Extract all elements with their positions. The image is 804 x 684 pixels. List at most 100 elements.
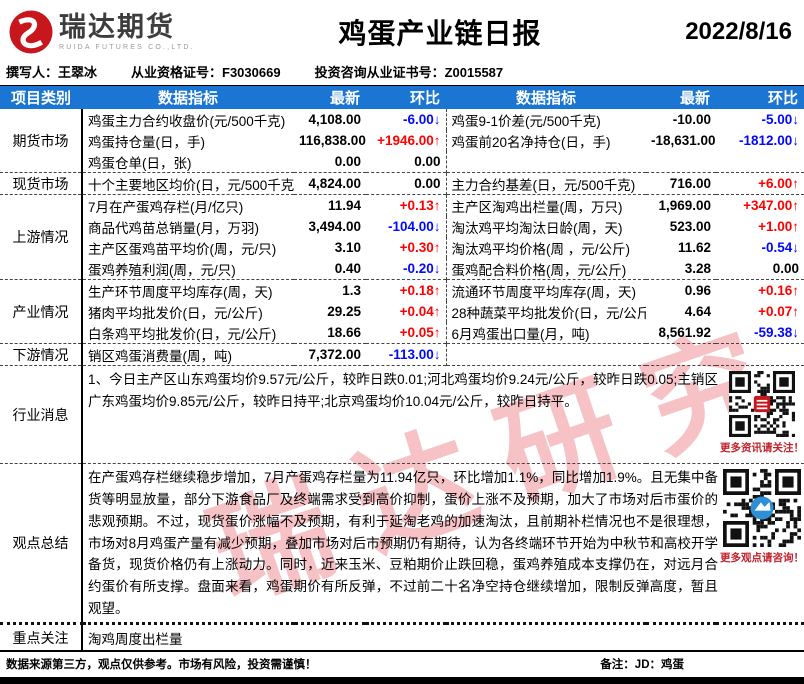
table-row: 观点总结 在产蛋鸡存栏继续稳步增加，7月产蛋鸡存栏量为11.94亿只，环比增加1.…	[0, 462, 804, 624]
indicator-latest: 18.66	[327, 325, 361, 340]
category-label: 上游情况	[0, 194, 83, 280]
indicator-change: +0.04↑	[366, 301, 447, 322]
indicator-table: 项目类别 数据指标 最新 环比 数据指标 最新 环比 期货市场 鸡蛋主力合约收盘价…	[0, 85, 804, 653]
column-header-change-left: 环比	[366, 85, 446, 109]
table-row: 重点关注 淘鸡周度出栏量	[0, 622, 804, 652]
table-row: 鸡蛋仓单(日，张) 0.00 0.00	[0, 151, 804, 173]
indicator-latest: 716.00	[646, 172, 716, 195]
category-label: 现货市场	[0, 172, 83, 195]
indicator-latest: 3.10	[334, 240, 361, 255]
indicator-name: 鸡蛋持仓量(日，手)	[88, 134, 205, 150]
indicator-change: 0.00	[366, 151, 447, 173]
indicator-latest: 11.94	[294, 194, 366, 216]
column-header-indicator-left: 数据指标	[82, 85, 294, 109]
indicator-name: 6月鸡蛋出口量(月，吨)	[451, 326, 590, 342]
indicator-name	[446, 343, 646, 366]
indicator-latest: 0.00	[334, 154, 361, 169]
qr-caption: 更多观点请咨询！	[720, 552, 804, 564]
author-line: 撰写人：王翠冰 从业资格证号：F3030669 投资咨询从业证书号：Z00155…	[0, 60, 804, 85]
table-row: 上游情况 7月在产蛋鸡存栏(月/亿只) 11.94 +0.13↑ 主产区淘鸡出栏量(周，…	[0, 194, 804, 280]
company-logo: 瑞达期货 RUIDA FUTURES CO.,LTD.	[8, 9, 195, 55]
table-row: 主产区蛋鸡苗平均价(周，元/只) 3.10 +0.30↑ 淘汰鸡平均价格(周 ，元/公…	[0, 237, 804, 258]
indicator-change: 0.00	[366, 172, 447, 195]
indicator-name: 白条鸡平均批发价(日，元/公斤)	[88, 326, 277, 342]
indicator-latest	[646, 343, 716, 366]
indicator-latest: 29.25	[327, 304, 361, 319]
column-header-change-right: 环比	[716, 85, 804, 109]
indicator-latest: 4,108.00	[308, 112, 361, 127]
indicator-change: 0.00	[772, 261, 799, 276]
indicator-change: -1812.00↓	[738, 133, 799, 148]
indicator-latest	[646, 151, 716, 173]
indicator-latest: 4,824.00	[294, 172, 366, 195]
qr-caption: 更多资讯请关注！	[720, 442, 804, 454]
table-row: 鸡蛋持仓量(日，手) 116,838.00 +1946.00↑ 鸡蛋前20名净持仓(日…	[0, 130, 804, 151]
indicator-name: 蛋鸡养殖利润(周，元/只)	[88, 262, 236, 278]
indicator-change: +0.30↑	[366, 237, 447, 258]
indicator-latest: -18,631.00	[651, 133, 716, 148]
indicator-change: +347.00↑	[716, 194, 804, 216]
indicator-change: +0.18↑	[366, 279, 447, 301]
qualification-no: 从业资格证号：F3030669	[131, 65, 281, 80]
advisory-cert-no: 投资咨询从业证书号：Z0015587	[314, 65, 504, 80]
qr-code	[729, 371, 795, 437]
industry-news-text: 1、今日主产区山东鸡蛋均价9.57元/公斤，较昨日跌0.01;河北鸡蛋均价9.2…	[88, 372, 718, 409]
indicator-name: 流通环节周度平均库存(周，天)	[446, 279, 646, 301]
indicator-name: 主产区淘鸡出栏量(周，万只)	[446, 194, 646, 216]
footer: 数据来源第三方，观点仅供参考。市场有风险，投资需谨慎！ 备注：JD：鸡蛋	[0, 652, 804, 674]
indicator-change: +1.00↑	[758, 219, 799, 234]
indicator-latest: 8,561.92	[658, 325, 711, 340]
table-row: 猪肉平均批发价(日，元/公斤) 29.25 +0.04↑ 28种蔬菜平均批发价(日，元…	[0, 301, 804, 322]
indicator-change: +0.05↑	[366, 322, 447, 344]
category-label: 行业消息	[0, 365, 83, 464]
indicator-name: 主产区蛋鸡苗平均价(周，元/只)	[88, 241, 277, 257]
indicator-change: -0.54↓	[761, 240, 799, 255]
indicator-latest: 1.3	[294, 279, 366, 301]
table-row: 产业情况 生产环节周度平均库存(周，天) 1.3 +0.18↑ 流通环节周度平均库存(周…	[0, 279, 804, 344]
indicator-name: 淘汰鸡平均淘汰日龄(周，天)	[451, 220, 623, 236]
author: 撰写人：王翠冰	[6, 65, 98, 80]
indicator-change: +1946.00↑	[366, 130, 447, 151]
focus-text: 淘鸡周度出栏量	[88, 632, 183, 648]
indicator-latest: 116,838.00	[299, 133, 366, 148]
indicator-latest: 11.62	[677, 240, 711, 255]
indicator-name: 十个主要地区均价(日，元/500千克)	[82, 172, 294, 195]
indicator-latest: 0.40	[334, 261, 361, 276]
column-header-latest-left: 最新	[294, 85, 366, 109]
indicator-name: 28种蔬菜平均批发价(日，元/公斤)	[451, 305, 647, 321]
indicator-name: 鸡蛋9-1价差(元/500千克)	[451, 113, 601, 129]
footer-note: 备注：JD：鸡蛋	[600, 659, 684, 672]
table-row: 白条鸡平均批发价(日，元/公斤) 18.66 +0.05↑ 6月鸡蛋出口量(月，吨) 8…	[0, 322, 804, 344]
indicator-change: +0.16↑	[716, 279, 804, 301]
indicator-change: +0.07↑	[758, 304, 799, 319]
report-header: 瑞达期货 RUIDA FUTURES CO.,LTD. 鸡蛋产业链日报 2022…	[0, 0, 804, 60]
indicator-table-body: 期货市场 鸡蛋主力合约收盘价(元/500千克) 4,108.00 -6.00↓ 鸡蛋9-…	[0, 109, 804, 652]
table-row: 期货市场 鸡蛋主力合约收盘价(元/500千克) 4,108.00 -6.00↓ 鸡蛋9-…	[0, 109, 804, 173]
category-label: 重点关注	[0, 622, 83, 652]
indicator-change: -0.20↓	[366, 258, 447, 280]
column-header-latest-right: 最新	[646, 85, 716, 109]
indicator-latest: 1,969.00	[646, 194, 716, 216]
bottom-bar	[0, 677, 804, 684]
indicator-change: -104.00↓	[366, 216, 447, 237]
opinion-cell: 在产蛋鸡存栏继续稳步增加，7月产蛋鸡存栏量为11.94亿只，环比增加1.1%，同…	[82, 462, 804, 624]
indicator-latest: 7,372.00	[294, 343, 366, 366]
indicator-name: 鸡蛋仓单(日，张)	[88, 155, 192, 171]
table-header-row: 项目类别 数据指标 最新 环比 数据指标 最新 环比	[0, 85, 804, 109]
indicator-latest: 0.96	[646, 279, 716, 301]
indicator-change: -113.00↓	[366, 343, 447, 366]
column-header-category: 项目类别	[0, 85, 82, 109]
indicator-change	[716, 151, 804, 173]
indicator-latest: 3.28	[684, 261, 711, 276]
indicator-name: 销区鸡蛋消费量(周，吨)	[82, 343, 294, 366]
indicator-name: 商品代鸡苗总销量(月，万羽)	[88, 220, 259, 236]
disclaimer-text: 数据来源第三方，观点仅供参考。市场有风险，投资需谨慎！	[6, 659, 317, 672]
table-row: 商品代鸡苗总销量(月，万羽) 3,494.00 -104.00↓ 淘汰鸡平均淘汰日龄(…	[0, 216, 804, 237]
opinion-summary-text: 在产蛋鸡存栏继续稳步增加，7月产蛋鸡存栏量为11.94亿只，环比增加1.1%，同…	[88, 470, 718, 617]
indicator-name	[446, 151, 646, 173]
column-header-indicator-right: 数据指标	[446, 85, 646, 109]
indicator-name: 主力合约基差(日，元/500千克)	[446, 172, 646, 195]
page-title: 鸡蛋产业链日报	[338, 18, 542, 49]
indicator-name: 鸡蛋主力合约收盘价(元/500千克)	[88, 113, 286, 129]
category-label: 期货市场	[0, 109, 83, 173]
